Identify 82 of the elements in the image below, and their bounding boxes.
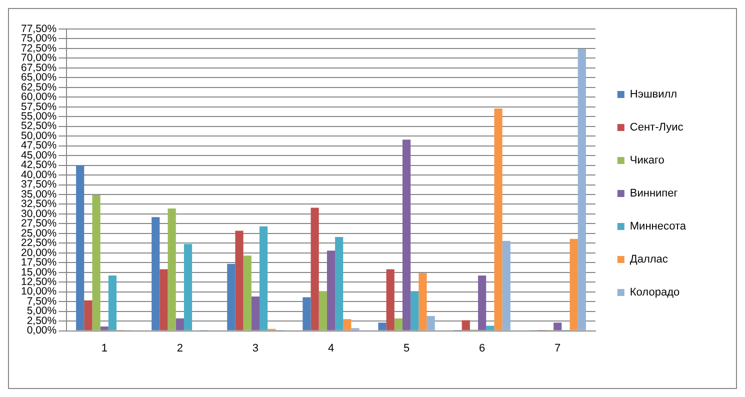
- bar: [92, 194, 100, 330]
- y-tick-label: 62,50%: [20, 81, 57, 94]
- bar: [251, 296, 260, 330]
- x-tick-label: 3: [252, 342, 259, 354]
- y-tick-label: 77,50%: [20, 22, 57, 35]
- x-tick-label: 7: [554, 342, 561, 354]
- y-tick-label: 0,00%: [26, 324, 57, 337]
- bar: [570, 238, 578, 330]
- y-tick-label: 2,50%: [26, 314, 57, 327]
- y-tick-label: 20,00%: [20, 246, 57, 259]
- bar: [478, 276, 486, 330]
- bar: [486, 326, 494, 330]
- bar: [108, 276, 117, 330]
- y-tick-label: 45,00%: [20, 149, 57, 162]
- bar: [578, 48, 586, 330]
- y-tick-label: 17,50%: [20, 256, 57, 269]
- y-tick-label: 22,50%: [20, 237, 57, 250]
- bar: [100, 326, 108, 330]
- y-tick-label: 7,50%: [26, 295, 57, 308]
- x-tick-label: 1: [101, 342, 108, 354]
- bar: [227, 264, 236, 330]
- y-tick-label: 42,50%: [20, 159, 57, 172]
- y-tick-label: 40,00%: [20, 168, 57, 181]
- legend-label: Нэшвилл: [630, 88, 678, 101]
- bar: [318, 291, 327, 330]
- legend-label: Виннипег: [630, 188, 678, 200]
- bar: [418, 273, 427, 330]
- bar: [152, 217, 160, 330]
- bar: [176, 318, 184, 330]
- x-tick-label: 6: [479, 342, 486, 354]
- bar: [84, 300, 92, 330]
- bar: [235, 230, 244, 330]
- legend-label: Миннесота: [630, 220, 687, 233]
- y-tick-label: 65,00%: [20, 72, 57, 84]
- y-tick-label: 27,50%: [20, 218, 57, 230]
- y-tick-label: 30,00%: [20, 208, 57, 220]
- bar: [402, 140, 411, 330]
- y-tick-label: 60,00%: [20, 91, 57, 104]
- y-tick-label: 5,00%: [26, 305, 57, 318]
- legend-label: Даллас: [630, 254, 668, 266]
- x-tick-label: 5: [403, 342, 410, 354]
- bar: [502, 240, 510, 330]
- bar: [494, 108, 502, 330]
- bar: [260, 226, 268, 330]
- y-tick-label: 35,00%: [20, 188, 57, 200]
- bar: [410, 291, 419, 330]
- y-tick-label: 57,50%: [20, 100, 57, 113]
- bar: [462, 320, 470, 330]
- bar: [76, 166, 84, 330]
- y-tick-label: 10,00%: [20, 286, 57, 298]
- bar: [184, 244, 192, 330]
- y-tick-label: 47,50%: [20, 140, 57, 152]
- bar: [160, 269, 168, 330]
- bar: [302, 297, 311, 330]
- y-tick-label: 75,00%: [20, 32, 57, 45]
- y-tick-label: 67,50%: [20, 62, 57, 74]
- bar: [243, 256, 252, 330]
- y-tick-label: 72,50%: [20, 42, 57, 54]
- bar: [343, 319, 352, 330]
- bar: [554, 322, 562, 330]
- bar: [310, 208, 319, 330]
- y-tick-label: 70,00%: [20, 52, 57, 64]
- bar: [426, 316, 435, 330]
- bar: [378, 322, 386, 330]
- y-tick-label: 55,00%: [20, 110, 57, 123]
- legend-label: Сент-Луис: [630, 122, 684, 134]
- y-tick-label: 12,50%: [20, 276, 57, 288]
- y-tick-label: 32,50%: [20, 198, 57, 210]
- bar: [386, 269, 394, 330]
- y-tick-label: 52,50%: [20, 120, 57, 132]
- y-tick-label: 50,00%: [20, 130, 57, 142]
- bar: [168, 208, 176, 330]
- x-tick-label: 2: [176, 342, 183, 354]
- y-tick-label: 37,50%: [20, 178, 57, 191]
- legend-label: Колорадо: [630, 286, 680, 299]
- bar: [326, 250, 336, 330]
- legend-label: Чикаго: [630, 154, 664, 167]
- bar: [335, 236, 344, 330]
- x-tick-label: 4: [328, 342, 334, 354]
- bar: [394, 318, 402, 330]
- y-tick-label: 25,00%: [20, 227, 57, 240]
- y-tick-label: 15,00%: [20, 266, 57, 278]
